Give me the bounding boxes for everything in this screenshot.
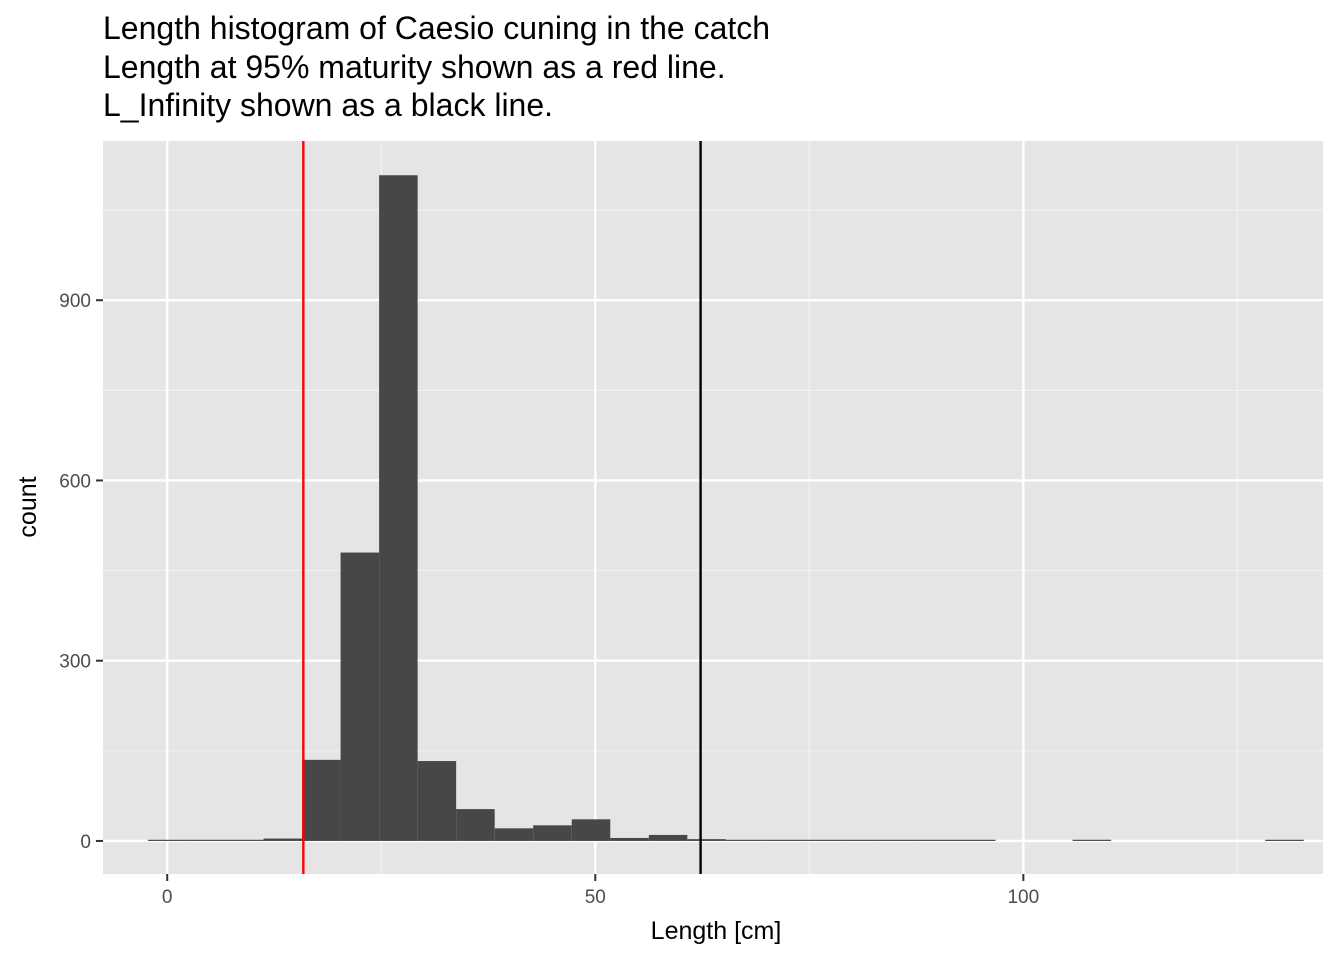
histogram-bar xyxy=(879,839,919,841)
histogram-bar xyxy=(147,839,187,841)
x-tick-label: 0 xyxy=(162,887,173,908)
chart-title: Length histogram of Caesio cuning in the… xyxy=(103,10,770,123)
histogram-bar xyxy=(263,838,303,841)
histogram-bar xyxy=(186,839,225,841)
histogram-bar xyxy=(1072,839,1112,841)
y-axis-label: count xyxy=(14,476,42,537)
histogram-bars xyxy=(147,175,1304,841)
axes: 0 50 100 0 300 600 900 xyxy=(59,291,1039,908)
histogram-bar xyxy=(340,552,380,841)
histogram-bar xyxy=(417,761,457,841)
y-tick-label: 300 xyxy=(59,652,91,673)
histogram-bar xyxy=(648,834,688,841)
histogram-bar xyxy=(571,819,611,841)
histogram-bar xyxy=(841,839,880,841)
histogram-bar xyxy=(802,839,842,841)
histogram-bar xyxy=(918,839,957,841)
x-tick-label: 100 xyxy=(1007,887,1039,908)
title-line-1: Length histogram of Caesio cuning in the… xyxy=(103,10,770,46)
x-tick-label: 50 xyxy=(585,887,606,908)
title-line-3: L_Infinity shown as a black line. xyxy=(103,87,553,123)
histogram-bar xyxy=(764,839,803,841)
histogram-bar xyxy=(379,175,418,841)
histogram-bar xyxy=(1265,839,1304,841)
title-line-2: Length at 95% maturity shown as a red li… xyxy=(103,49,726,85)
grid-lines xyxy=(103,141,1323,874)
histogram-bar xyxy=(610,837,649,841)
histogram-bar xyxy=(302,759,341,841)
plot-panel xyxy=(103,141,1323,874)
histogram-bar xyxy=(456,809,495,841)
y-tick-label: 0 xyxy=(80,832,91,853)
histogram-bar xyxy=(725,839,765,841)
y-tick-label: 900 xyxy=(59,291,91,312)
y-tick-label: 600 xyxy=(59,471,91,492)
x-axis-label: Length [cm] xyxy=(651,917,782,945)
histogram-bar xyxy=(225,839,264,841)
histogram-bar xyxy=(494,828,534,841)
histogram-bar xyxy=(957,839,996,841)
reference-lines xyxy=(302,141,702,874)
histogram-bar xyxy=(533,825,572,841)
histogram-bar xyxy=(687,839,726,841)
